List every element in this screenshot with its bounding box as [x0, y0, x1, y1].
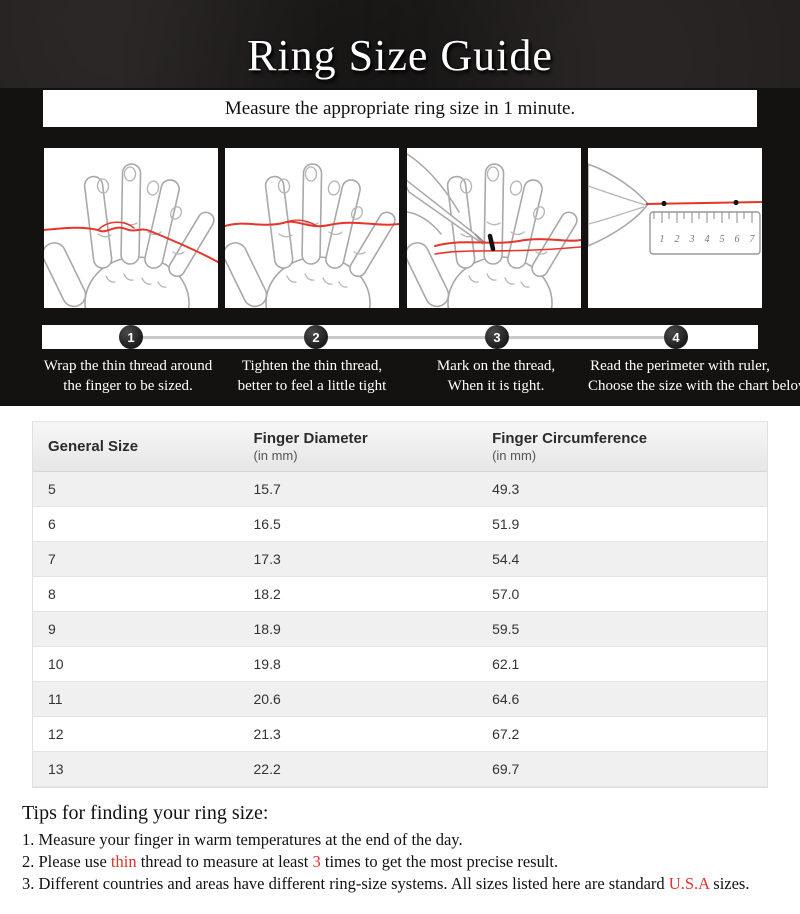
table-row: 11 20.6 64.6 [33, 681, 767, 717]
svg-text:3: 3 [688, 234, 694, 245]
table-row: 8 18.2 57.0 [33, 576, 767, 612]
page-title: Ring Size Guide [247, 31, 553, 80]
step-4-badge: 4 [664, 325, 688, 349]
size-chart: General Size Finger Diameter (in mm) Fin… [32, 421, 768, 788]
cell-circumference: 67.2 [477, 716, 767, 752]
cell-size: 5 [33, 471, 239, 507]
cell-size: 10 [33, 646, 239, 682]
cell-diameter: 22.2 [238, 751, 478, 787]
step-2-caption: Tighten the thin thread, better to feel … [237, 358, 387, 394]
cell-diameter: 18.2 [238, 576, 478, 612]
svg-text:5: 5 [719, 234, 724, 245]
cell-size: 12 [33, 716, 239, 752]
step1-panel [44, 148, 218, 308]
cell-diameter: 18.9 [238, 611, 478, 647]
svg-text:6: 6 [734, 234, 739, 245]
table-row: 10 19.8 62.1 [33, 646, 767, 682]
step3-panel [406, 148, 581, 308]
hand-pen-marking-thread-illustration [406, 153, 581, 308]
table-row: 6 16.5 51.9 [33, 506, 767, 542]
header-general-size: General Size [33, 422, 239, 472]
cell-size: 11 [33, 681, 239, 717]
cell-size: 6 [33, 506, 239, 542]
cell-size: 8 [33, 576, 239, 612]
step-progress-bar: 1 2 3 4 [42, 325, 758, 349]
cell-circumference: 51.9 [477, 506, 767, 542]
svg-text:2: 2 [674, 234, 679, 245]
hand-tight-thread-illustration [225, 163, 400, 308]
hand-loose-thread-illustration [44, 163, 218, 308]
cell-diameter: 16.5 [238, 506, 478, 542]
thread-on-ruler-illustration: 1 2 3 4 5 6 7 [587, 163, 762, 255]
cell-circumference: 69.7 [477, 751, 767, 787]
cell-circumference: 54.4 [477, 541, 767, 577]
highlight-usa: U.S.A [668, 874, 710, 893]
step-illustrations-row: 1 2 3 4 5 6 7 [44, 148, 762, 308]
subtitle-text: Measure the appropriate ring size in 1 m… [224, 97, 576, 119]
table-header-row: General Size Finger Diameter (in mm) Fin… [33, 422, 767, 472]
header-finger-diameter: Finger Diameter (in mm) [238, 422, 478, 472]
tip-3: 3. Different countries and areas have di… [22, 874, 750, 893]
highlight-3: 3 [312, 852, 321, 871]
tip-2: 2. Please use thin thread to measure at … [22, 852, 559, 871]
ruler-numbers: 1 2 3 4 5 6 7 [659, 234, 755, 245]
cell-diameter: 17.3 [238, 541, 478, 577]
step-2-badge: 2 [304, 325, 328, 349]
step-4-caption: Read the perimeter with ruler, Choose th… [588, 358, 800, 394]
step-3-caption: Mark on the thread, When it is tight. [436, 358, 556, 394]
header: Ring Size Guide [0, 0, 800, 88]
table-row: 5 15.7 49.3 [33, 471, 767, 507]
svg-text:1: 1 [659, 234, 664, 245]
instructions-section: Measure the appropriate ring size in 1 m… [0, 88, 800, 406]
ring-size-table: General Size Finger Diameter (in mm) Fin… [33, 422, 767, 787]
cell-circumference: 64.6 [477, 681, 767, 717]
step-3-badge: 3 [485, 325, 509, 349]
cell-diameter: 20.6 [238, 681, 478, 717]
step2-panel [225, 148, 400, 308]
highlight-thin: thin [110, 852, 137, 871]
table-row: 9 18.9 59.5 [33, 611, 767, 647]
cell-size: 7 [33, 541, 239, 577]
cell-circumference: 59.5 [477, 611, 767, 647]
cell-diameter: 15.7 [238, 471, 478, 507]
tip-1: 1. Measure your finger in warm temperatu… [22, 830, 463, 849]
svg-text:7: 7 [749, 234, 755, 245]
header-finger-circumference: Finger Circumference (in mm) [477, 422, 767, 472]
step-1-badge: 1 [119, 325, 143, 349]
tips-section: Tips for finding your ring size: 1. Meas… [0, 788, 800, 895]
cell-circumference: 49.3 [477, 471, 767, 507]
cell-diameter: 19.8 [238, 646, 478, 682]
tips-title: Tips for finding your ring size: [22, 802, 269, 824]
cell-diameter: 21.3 [238, 716, 478, 752]
cell-circumference: 62.1 [477, 646, 767, 682]
step-connector-line [131, 336, 676, 339]
table-row: 13 22.2 69.7 [33, 751, 767, 787]
cell-size: 13 [33, 751, 239, 787]
svg-text:4: 4 [704, 234, 709, 245]
step-captions-row: Wrap the thin thread around the finger t… [36, 356, 800, 396]
subtitle-banner: Measure the appropriate ring size in 1 m… [43, 90, 757, 127]
step4-panel: 1 2 3 4 5 6 7 [587, 148, 762, 308]
table-row: 12 21.3 67.2 [33, 716, 767, 752]
step-1-caption: Wrap the thin thread around the finger t… [43, 358, 213, 394]
cell-circumference: 57.0 [477, 576, 767, 612]
table-row: 7 17.3 54.4 [33, 541, 767, 577]
cell-size: 9 [33, 611, 239, 647]
